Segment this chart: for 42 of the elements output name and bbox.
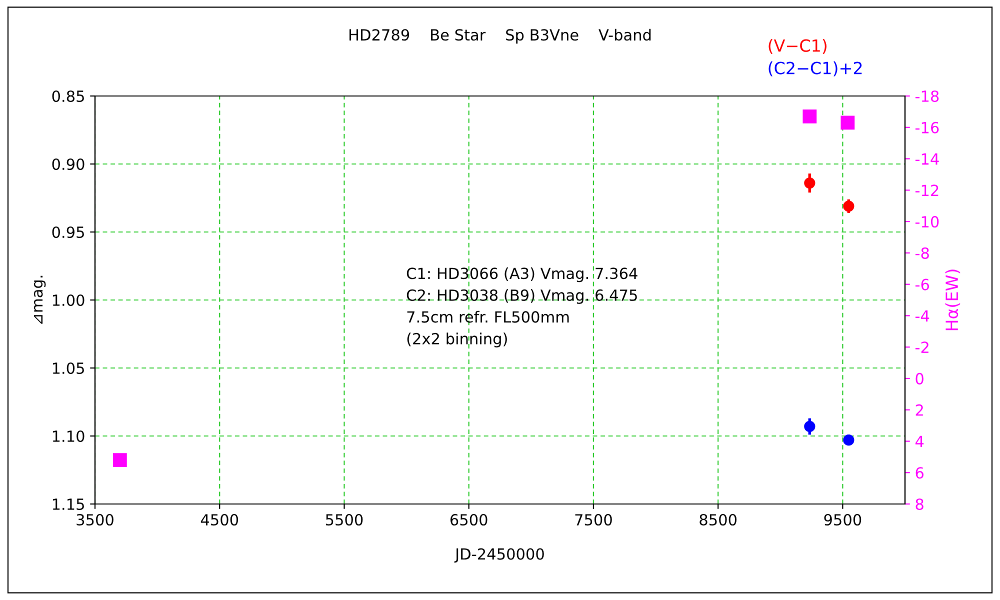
y-tick-label: 1.15	[52, 498, 84, 510]
y2-tick-label: -18	[915, 90, 939, 102]
y2-tick-label: -8	[915, 247, 929, 259]
x-tick-label: 8500	[700, 514, 737, 526]
annotation: C1: HD3066 (A3) Vmag. 7.364 C2: HD3038 (B9) Vmag. 6.475 7.5cm refr. FL500mm (2x2 binning)	[406, 267, 638, 348]
point	[840, 116, 855, 130]
point	[804, 177, 816, 189]
x-tick-label: 9500	[824, 514, 862, 526]
y2-tick-label: -10	[915, 216, 939, 228]
y2-tick-label: -4	[915, 310, 930, 322]
x-tick-label: 3500	[76, 514, 114, 526]
y-axis-title: ⊿mag.	[34, 276, 46, 324]
point	[802, 109, 817, 124]
point	[112, 453, 127, 468]
point	[843, 434, 854, 446]
y2-tick-label: -2	[915, 342, 928, 353]
y-tick-label: 0.90	[52, 158, 84, 170]
y2-tick-label: 6	[916, 467, 924, 479]
point	[843, 200, 854, 212]
text: (C2−C1)+2	[768, 61, 862, 76]
x-tick-label: 4500	[200, 514, 238, 526]
y2-tick-label: 2	[916, 404, 923, 416]
y2-tick-label: 0	[916, 372, 924, 384]
x-tick-label: 7500	[575, 514, 612, 526]
y-tick-label: 1.00	[52, 294, 84, 306]
x-tick-label: 6500	[450, 514, 488, 526]
y2-tick-label: -16	[915, 122, 939, 134]
text: (V−C1)	[768, 38, 826, 54]
point	[804, 420, 816, 432]
y2-tick-label: 8	[916, 498, 924, 510]
y2-axis-title: Hα(EW)	[945, 270, 960, 330]
y-tick-label: 1.05	[52, 362, 84, 374]
y-tick-label: 0.85	[52, 90, 84, 102]
x-axis-title: JD-2450000	[454, 548, 544, 563]
y2-tick-label: -14	[915, 153, 939, 165]
x-tick-label: 5500	[326, 514, 363, 526]
y2-tick-label: -12	[915, 184, 938, 196]
chart-title: HD2789 Be Star Sp B3Vne V-band	[350, 28, 651, 44]
y2-tick-label: 4	[915, 436, 924, 448]
y-tick-label: 1.10	[52, 430, 84, 442]
y-tick-label: 0.95	[52, 226, 84, 238]
y2-tick-label: -6	[915, 278, 929, 290]
